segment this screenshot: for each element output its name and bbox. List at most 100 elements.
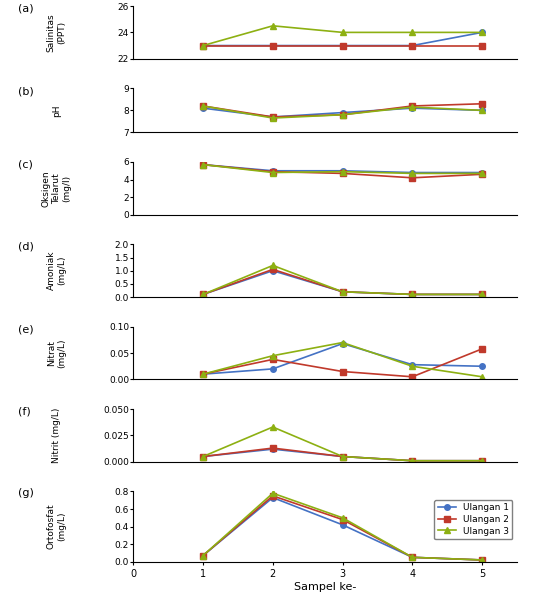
Ulangan 1 <box>479 556 486 564</box>
Line: Ulangan 3: Ulangan 3 <box>200 490 485 563</box>
Ulangan 2 <box>340 288 346 295</box>
Line: Ulangan 2: Ulangan 2 <box>200 346 485 379</box>
Ulangan 3 <box>270 262 276 269</box>
Ulangan 3 <box>409 170 416 177</box>
Ulangan 2 <box>200 370 206 378</box>
Ulangan 1 <box>340 42 346 49</box>
Ulangan 3 <box>200 102 206 109</box>
Ulangan 3 <box>409 457 416 464</box>
Ulangan 3 <box>409 291 416 298</box>
Ulangan 3 <box>200 291 206 298</box>
Ulangan 2 <box>340 453 346 460</box>
Ulangan 2 <box>479 556 486 564</box>
Ulangan 2 <box>479 345 486 353</box>
Ulangan 3 <box>479 373 486 381</box>
Ulangan 1 <box>479 169 486 176</box>
Ulangan 3 <box>479 170 486 177</box>
Line: Ulangan 1: Ulangan 1 <box>200 446 485 463</box>
Ulangan 1 <box>479 291 486 298</box>
Ulangan 2 <box>409 42 416 49</box>
Ulangan 1 <box>270 42 276 49</box>
Ulangan 1 <box>340 340 346 347</box>
Ulangan 2 <box>479 457 486 464</box>
Line: Ulangan 1: Ulangan 1 <box>200 30 485 48</box>
Ulangan 3 <box>409 554 416 561</box>
Ulangan 1 <box>479 362 486 370</box>
Ulangan 2 <box>409 373 416 381</box>
Ulangan 2 <box>340 170 346 177</box>
Ulangan 1 <box>409 169 416 176</box>
Y-axis label: Nitrit (mg/L): Nitrit (mg/L) <box>52 408 61 463</box>
Ulangan 3 <box>340 288 346 295</box>
Ulangan 1 <box>200 370 206 378</box>
Ulangan 3 <box>270 114 276 121</box>
Ulangan 1 <box>270 446 276 453</box>
Ulangan 2 <box>340 42 346 49</box>
Ulangan 2 <box>270 114 276 121</box>
Y-axis label: Oksigen
Telarut
(mg/l): Oksigen Telarut (mg/l) <box>42 170 71 207</box>
Line: Ulangan 2: Ulangan 2 <box>200 43 485 48</box>
Ulangan 2 <box>270 168 276 175</box>
Ulangan 1 <box>200 453 206 460</box>
Line: Ulangan 1: Ulangan 1 <box>200 105 485 120</box>
Ulangan 3 <box>340 453 346 460</box>
Ulangan 2 <box>200 102 206 109</box>
Ulangan 2 <box>479 171 486 178</box>
Ulangan 2 <box>270 266 276 273</box>
Y-axis label: Salinitas
(PPT): Salinitas (PPT) <box>47 13 66 52</box>
X-axis label: Sampel ke-: Sampel ke- <box>294 582 357 592</box>
Ulangan 2 <box>409 457 416 464</box>
Line: Ulangan 2: Ulangan 2 <box>200 266 485 297</box>
Ulangan 1 <box>270 167 276 175</box>
Ulangan 1 <box>340 109 346 116</box>
Line: Ulangan 3: Ulangan 3 <box>200 103 485 121</box>
Ulangan 3 <box>270 423 276 431</box>
Y-axis label: Ortofosfat
(mg/L): Ortofosfat (mg/L) <box>47 504 66 550</box>
Ulangan 2 <box>340 516 346 523</box>
Ulangan 2 <box>409 291 416 298</box>
Line: Ulangan 3: Ulangan 3 <box>200 263 485 297</box>
Ulangan 1 <box>270 494 276 501</box>
Ulangan 1 <box>270 267 276 274</box>
Y-axis label: Nitrat
(mg/L): Nitrat (mg/L) <box>47 338 66 368</box>
Ulangan 3 <box>479 457 486 464</box>
Ulangan 1 <box>200 161 206 169</box>
Ulangan 2 <box>270 492 276 500</box>
Ulangan 1 <box>200 291 206 298</box>
Ulangan 3 <box>340 339 346 346</box>
Ulangan 1 <box>409 457 416 464</box>
Ulangan 2 <box>479 100 486 108</box>
Ulangan 3 <box>409 29 416 36</box>
Ulangan 3 <box>270 22 276 30</box>
Ulangan 3 <box>409 103 416 111</box>
Ulangan 3 <box>200 552 206 559</box>
Ulangan 1 <box>409 554 416 561</box>
Ulangan 2 <box>340 368 346 375</box>
Ulangan 2 <box>479 42 486 49</box>
Line: Ulangan 2: Ulangan 2 <box>200 101 485 120</box>
Ulangan 3 <box>409 362 416 370</box>
Ulangan 3 <box>270 169 276 176</box>
Ulangan 1 <box>340 453 346 460</box>
Ulangan 2 <box>409 554 416 561</box>
Ulangan 2 <box>200 291 206 298</box>
Ulangan 1 <box>340 167 346 175</box>
Ulangan 2 <box>409 174 416 181</box>
Ulangan 2 <box>479 291 486 298</box>
Ulangan 2 <box>200 42 206 49</box>
Ulangan 2 <box>340 111 346 118</box>
Ulangan 3 <box>270 490 276 497</box>
Ulangan 2 <box>270 356 276 363</box>
Ulangan 3 <box>200 161 206 169</box>
Ulangan 3 <box>340 168 346 175</box>
Ulangan 2 <box>200 161 206 169</box>
Ulangan 3 <box>479 556 486 564</box>
Text: (f): (f) <box>18 406 31 417</box>
Ulangan 3 <box>479 29 486 36</box>
Ulangan 1 <box>340 521 346 528</box>
Ulangan 1 <box>270 114 276 121</box>
Ulangan 1 <box>479 29 486 36</box>
Text: (d): (d) <box>18 242 34 252</box>
Ulangan 1 <box>270 365 276 373</box>
Ulangan 2 <box>200 453 206 460</box>
